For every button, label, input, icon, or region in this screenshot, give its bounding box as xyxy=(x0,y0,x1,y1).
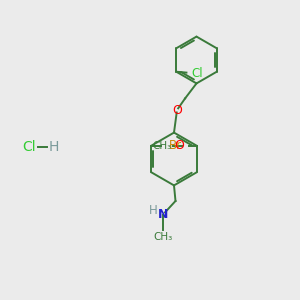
Text: H: H xyxy=(48,140,59,154)
Text: Cl: Cl xyxy=(22,140,36,154)
Text: H: H xyxy=(149,204,158,218)
Text: CH₃: CH₃ xyxy=(152,141,172,151)
Text: N: N xyxy=(158,208,168,221)
Text: Br: Br xyxy=(169,139,182,152)
Text: CH₃: CH₃ xyxy=(153,232,172,242)
Text: O: O xyxy=(172,104,182,117)
Text: O: O xyxy=(174,139,184,152)
Text: Cl: Cl xyxy=(192,67,203,80)
